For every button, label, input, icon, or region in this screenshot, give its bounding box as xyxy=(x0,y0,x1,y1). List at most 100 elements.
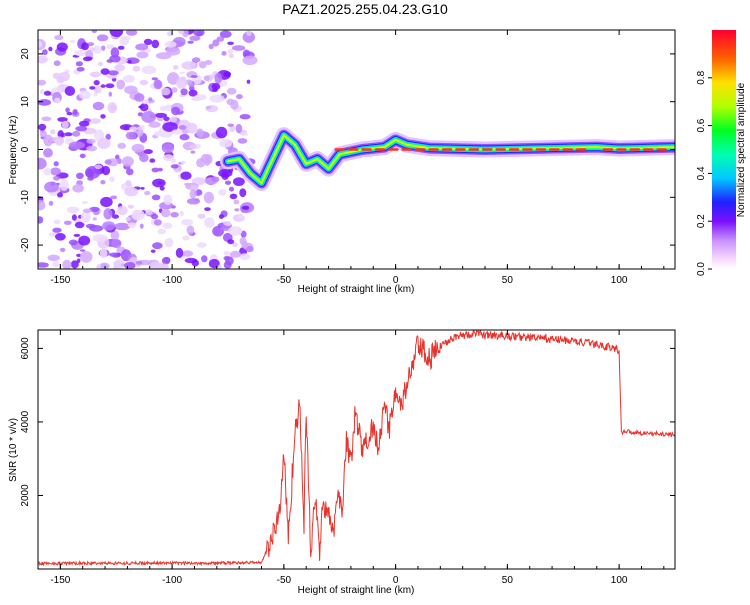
noise-blob xyxy=(233,177,245,187)
noise-blob xyxy=(179,133,190,141)
noise-blob xyxy=(226,87,237,95)
spectrogram-xtick-label: -100 xyxy=(162,275,182,286)
noise-blob xyxy=(188,89,198,97)
noise-blob xyxy=(52,260,60,268)
snr-xtick-label: 50 xyxy=(502,575,514,586)
noise-blob xyxy=(85,166,101,179)
noise-blob xyxy=(159,105,167,111)
noise-blob xyxy=(241,240,249,249)
noise-blob xyxy=(154,131,160,137)
noise-blob xyxy=(141,65,157,75)
noise-blob xyxy=(238,213,244,219)
snr-ytick-label: 4000 xyxy=(20,410,31,433)
noise-blob xyxy=(93,85,102,94)
snr-series xyxy=(38,330,675,567)
noise-blob xyxy=(181,61,196,70)
noise-blob xyxy=(58,71,70,82)
noise-blob xyxy=(117,45,125,50)
noise-blob xyxy=(125,216,131,222)
noise-blob xyxy=(141,99,149,105)
noise-blob xyxy=(227,41,235,45)
snr-ylabel: SNR (10 * v/v) xyxy=(8,418,19,482)
noise-blob xyxy=(241,205,250,210)
noise-blob xyxy=(189,35,201,41)
noise-blob xyxy=(230,99,239,110)
noise-blob xyxy=(116,205,128,216)
spectrogram-signal-track xyxy=(220,127,675,191)
noise-blob xyxy=(228,53,234,58)
noise-blob xyxy=(124,262,136,269)
noise-blob xyxy=(92,234,108,242)
noise-blob xyxy=(117,158,122,165)
noise-blob xyxy=(212,39,220,47)
colorbar: 0.0 0.2 0.4 0.6 0.8 Normalized spectral ampl… xyxy=(696,30,747,276)
noise-blob xyxy=(68,239,78,246)
noise-blob xyxy=(175,247,184,258)
noise-blob xyxy=(227,239,235,245)
noise-blob xyxy=(42,49,48,56)
noise-blob xyxy=(80,211,91,223)
noise-blob xyxy=(191,57,201,63)
noise-blob xyxy=(41,116,52,122)
noise-blob xyxy=(214,72,223,84)
noise-blob xyxy=(231,45,246,51)
noise-blob xyxy=(186,225,195,235)
noise-blob xyxy=(66,112,73,116)
noise-blob xyxy=(89,86,96,90)
noise-blob xyxy=(235,123,243,134)
noise-blob xyxy=(157,228,166,235)
noise-blob xyxy=(152,242,163,250)
noise-blob xyxy=(43,168,52,176)
noise-blob xyxy=(209,94,225,103)
noise-blob xyxy=(153,219,162,226)
noise-blob xyxy=(215,126,228,139)
noise-blob xyxy=(100,114,106,119)
noise-blob xyxy=(178,30,185,35)
noise-blob xyxy=(151,39,160,49)
noise-blob xyxy=(106,44,114,50)
noise-blob xyxy=(208,43,214,50)
noise-blob xyxy=(186,198,201,205)
noise-blob xyxy=(121,263,125,267)
noise-blob xyxy=(43,134,53,147)
noise-blob xyxy=(38,55,48,64)
snr-xtick-label: -150 xyxy=(50,575,70,586)
noise-blob xyxy=(120,35,131,41)
noise-blob xyxy=(111,238,122,249)
noise-blob xyxy=(62,259,72,269)
noise-blob xyxy=(75,61,83,67)
noise-blob xyxy=(181,250,194,257)
noise-blob xyxy=(94,164,103,170)
noise-blob xyxy=(72,130,81,137)
noise-blob xyxy=(97,138,111,149)
spectrogram-xlabel: Height of straight line (km) xyxy=(298,284,415,295)
noise-blob xyxy=(90,47,96,51)
noise-blob xyxy=(85,223,96,229)
noise-blob xyxy=(162,222,173,229)
noise-blob xyxy=(124,85,138,95)
noise-blob xyxy=(151,167,159,173)
noise-blob xyxy=(131,209,145,221)
noise-blob xyxy=(114,64,126,72)
noise-blob xyxy=(242,55,258,66)
noise-blob xyxy=(69,141,85,149)
noise-blob xyxy=(163,194,173,205)
noise-blob xyxy=(109,176,115,183)
noise-blob xyxy=(39,89,45,95)
noise-blob xyxy=(219,138,233,148)
noise-blob xyxy=(223,250,231,256)
noise-blob xyxy=(237,138,248,144)
noise-blob xyxy=(163,116,170,122)
noise-blob xyxy=(100,84,106,88)
noise-blob xyxy=(196,242,207,248)
noise-blob xyxy=(173,65,179,70)
noise-blob xyxy=(78,120,90,127)
noise-blob xyxy=(187,40,194,44)
noise-blob xyxy=(103,208,113,220)
noise-blob xyxy=(54,97,61,104)
noise-blob xyxy=(246,79,251,84)
noise-blob xyxy=(145,209,153,215)
noise-blob xyxy=(88,118,101,124)
